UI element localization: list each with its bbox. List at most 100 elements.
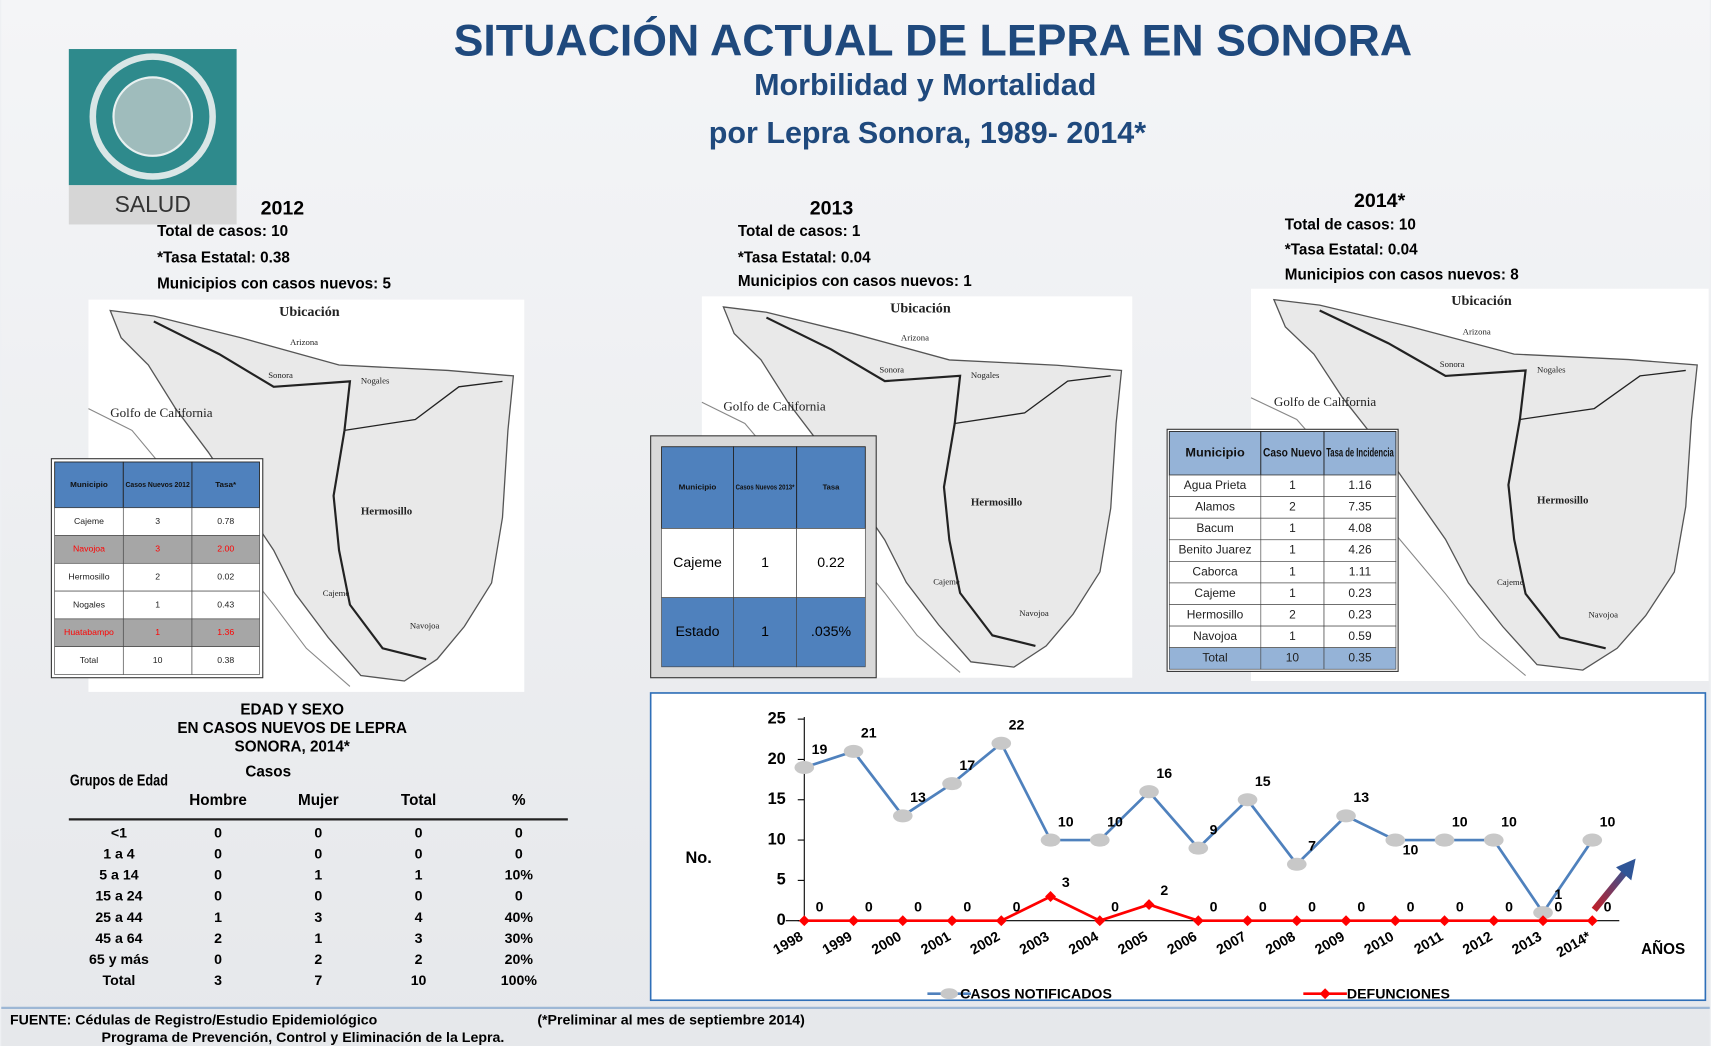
data-label: 10 bbox=[1600, 814, 1616, 830]
table-cell bbox=[54, 646, 124, 675]
table-cell-text: 1 bbox=[155, 627, 160, 637]
map-label: Arizona bbox=[901, 333, 929, 343]
point bbox=[1533, 906, 1553, 920]
map-outline bbox=[1272, 298, 1698, 671]
map-label: Ubicación bbox=[279, 304, 340, 320]
table-cell-text: Huatabampo bbox=[64, 627, 114, 637]
age-cell: 10 bbox=[411, 973, 427, 989]
point bbox=[1094, 915, 1106, 927]
panel-line: Total de casos: 1 bbox=[738, 223, 861, 240]
map-label: Navojoa bbox=[1589, 610, 1619, 620]
point bbox=[843, 744, 864, 758]
point bbox=[1089, 833, 1110, 847]
data-label: 15 bbox=[1255, 774, 1271, 790]
point bbox=[798, 915, 810, 927]
map-label: Sonora bbox=[268, 370, 293, 380]
table-cell bbox=[191, 507, 260, 536]
age-cell: 25 a 44 bbox=[95, 910, 142, 926]
data-label: 0 bbox=[1407, 899, 1415, 915]
age-title: EDAD Y SEXO bbox=[240, 701, 344, 718]
table-cell-text: 0.38 bbox=[217, 655, 234, 665]
age-cell: 0 bbox=[314, 846, 322, 862]
age-cell: 100% bbox=[501, 973, 538, 989]
age-cell: 1 bbox=[415, 868, 423, 884]
table-cell-text: 1 bbox=[1289, 629, 1296, 643]
legend-marker bbox=[1319, 988, 1331, 1000]
table-cell bbox=[122, 562, 193, 592]
footer-note: (*Preliminar al mes de septiembre 2014) bbox=[537, 1013, 805, 1029]
table-cell-text: 1 bbox=[1289, 521, 1296, 535]
age-cell: 4 bbox=[415, 910, 423, 926]
point bbox=[1483, 833, 1504, 847]
table-cell bbox=[54, 590, 124, 620]
age-cell: 1 bbox=[214, 910, 222, 926]
map-label: Cajeme bbox=[933, 576, 960, 586]
table-header: Tasa de Incidencia bbox=[1326, 445, 1394, 459]
table-cell bbox=[796, 528, 866, 598]
panel-line: Municipios con casos nuevos: 5 bbox=[157, 275, 391, 292]
table-header: Tasa bbox=[823, 483, 841, 492]
age-cell: 0 bbox=[214, 825, 222, 841]
data-label: 13 bbox=[910, 790, 926, 806]
table-cell-text: 0.22 bbox=[817, 555, 845, 571]
map-label: Ubicación bbox=[1451, 293, 1512, 309]
table-cell-text: 0.43 bbox=[217, 599, 234, 609]
table-cell-text: 0.23 bbox=[1348, 586, 1372, 600]
table-cell-text: Cajeme bbox=[74, 516, 104, 526]
map-outline bbox=[722, 306, 1123, 668]
table-header-cell bbox=[796, 446, 866, 529]
table-cell bbox=[54, 507, 124, 536]
age-header: % bbox=[512, 792, 526, 809]
data-label: 0 bbox=[1013, 899, 1021, 915]
table-cell-text: Hermosillo bbox=[1187, 607, 1244, 621]
point bbox=[1045, 891, 1056, 902]
table-cell bbox=[122, 535, 193, 564]
logo-seal bbox=[89, 53, 216, 180]
point bbox=[1488, 915, 1500, 927]
data-label: 19 bbox=[812, 742, 828, 758]
table-cell-text: 7.35 bbox=[1348, 500, 1372, 514]
map-label: Navojoa bbox=[410, 621, 440, 631]
table-cell-text: Hermosillo bbox=[68, 572, 109, 582]
trend-arrow-head bbox=[1616, 858, 1636, 881]
age-cell: 0 bbox=[515, 846, 523, 862]
trend-arrow bbox=[1591, 866, 1631, 912]
table-cell-text: 2 bbox=[155, 572, 160, 582]
point bbox=[897, 915, 909, 927]
data-label: 0 bbox=[1554, 899, 1562, 915]
point bbox=[892, 809, 913, 823]
age-cell: 2 bbox=[314, 952, 322, 968]
data-label: 21 bbox=[861, 726, 877, 742]
table-cell-text: 4.26 bbox=[1348, 543, 1372, 557]
age-cell: 3 bbox=[214, 973, 222, 989]
table-cell bbox=[661, 597, 734, 668]
map-road bbox=[1519, 369, 1686, 421]
y-axis-label: No. bbox=[686, 849, 712, 867]
table-header: Municipio bbox=[679, 483, 717, 492]
age-cell: 3 bbox=[314, 910, 322, 926]
point bbox=[848, 915, 859, 927]
y-tick-label: 5 bbox=[777, 871, 786, 889]
table-cell-text: Cajeme bbox=[1194, 586, 1236, 600]
table-header-cell bbox=[1168, 431, 1262, 476]
logo-seal bbox=[112, 76, 194, 157]
table-cell-text: 1 bbox=[1289, 543, 1296, 557]
table-cell bbox=[796, 597, 866, 668]
chart-frame bbox=[649, 692, 1707, 1002]
point bbox=[1434, 833, 1455, 847]
point bbox=[1291, 915, 1303, 927]
subtitle: por Lepra Sonora, 1989- 2014* bbox=[709, 116, 1146, 150]
data-label: 0 bbox=[914, 899, 922, 915]
table-header-cell bbox=[661, 446, 734, 529]
table-header: Casos Nuevos 2012 bbox=[125, 480, 189, 489]
data-label: 0 bbox=[1210, 899, 1218, 915]
age-header: Grupos de Edad bbox=[70, 772, 168, 789]
point bbox=[1143, 899, 1155, 911]
age-cell: 10% bbox=[505, 868, 534, 884]
age-cell: 0 bbox=[314, 889, 322, 905]
map-label: Golfo de California bbox=[110, 405, 212, 420]
table-header: Caso Nuevo bbox=[1263, 445, 1322, 459]
legend-marker bbox=[940, 988, 958, 1000]
footer-program: Programa de Prevención, Control y Elimin… bbox=[102, 1030, 505, 1046]
content: Ubicación Golfo de California Hermosillo So… bbox=[50, 190, 1709, 1003]
